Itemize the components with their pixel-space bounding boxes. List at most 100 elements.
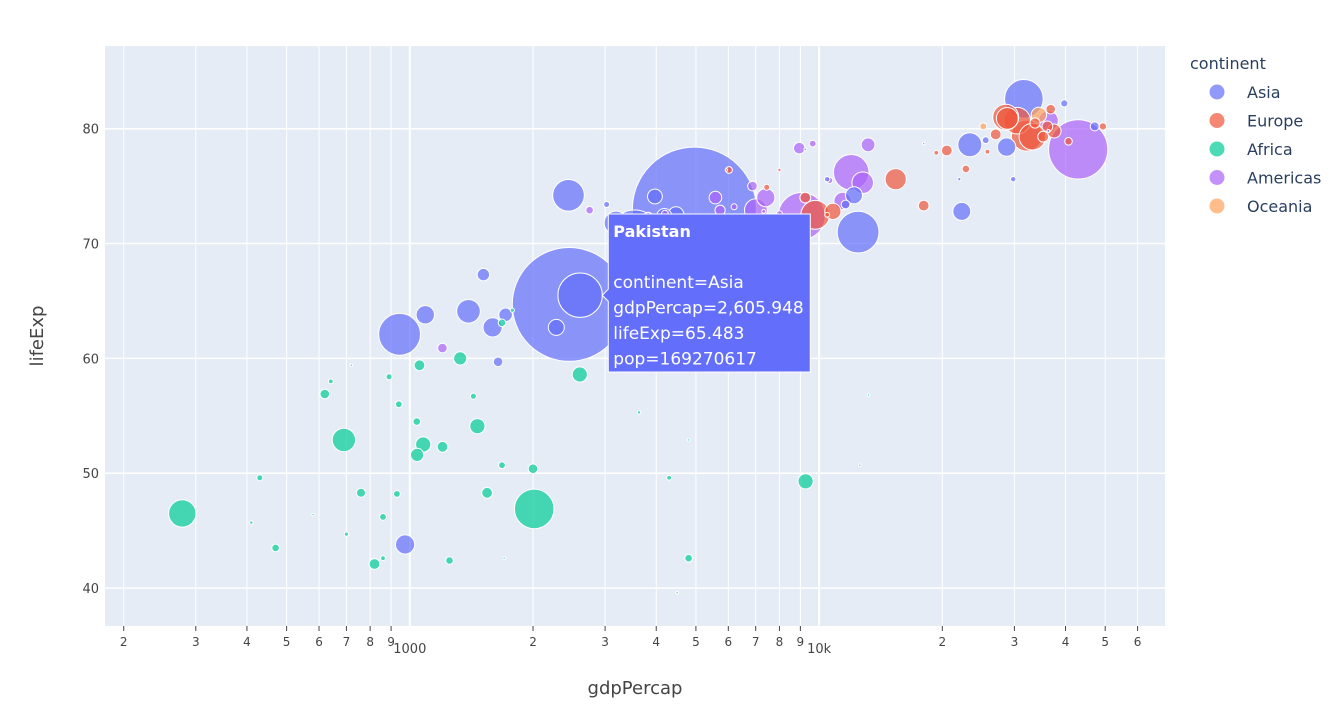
bubble-africa[interactable] (445, 556, 454, 565)
bubble-asia[interactable] (1089, 121, 1100, 132)
bubble-europe[interactable] (1098, 122, 1108, 131)
bubble-africa[interactable] (379, 513, 387, 521)
bubble-americas[interactable] (756, 188, 776, 208)
bubble-americas[interactable] (808, 139, 817, 148)
bubble-americas[interactable] (747, 180, 758, 192)
bubble-africa[interactable] (469, 418, 486, 435)
bubble-africa[interactable] (498, 461, 506, 470)
bubble-africa[interactable] (311, 512, 315, 517)
bubble-africa[interactable] (356, 487, 366, 498)
bubble-africa[interactable] (502, 556, 506, 560)
legend-item-oceania[interactable]: Oceania (1209, 197, 1313, 216)
bubble-africa[interactable] (327, 378, 334, 385)
bubble-americas[interactable] (585, 205, 594, 215)
bubble-africa[interactable] (413, 359, 426, 372)
bubble-africa[interactable] (481, 486, 494, 499)
bubble-asia[interactable] (395, 534, 416, 555)
bubble-africa[interactable] (349, 363, 354, 367)
bubble-africa[interactable] (412, 417, 422, 426)
bubble-asia[interactable] (957, 177, 962, 182)
bubble-africa[interactable] (380, 555, 386, 562)
bubble-africa[interactable] (497, 318, 507, 328)
bubble-asia[interactable] (647, 188, 663, 205)
bubble-africa[interactable] (513, 488, 555, 530)
bubble-africa[interactable] (410, 447, 425, 462)
bubble-asia[interactable] (836, 210, 880, 254)
bubble-africa[interactable] (331, 427, 357, 453)
bubble-africa[interactable] (436, 440, 449, 453)
bubble-africa[interactable] (249, 520, 254, 525)
bubble-oceania[interactable] (979, 122, 988, 131)
bubble-asia[interactable] (845, 186, 863, 205)
bubble-asia[interactable] (557, 272, 603, 318)
legend-item-africa[interactable]: Africa (1209, 140, 1293, 159)
bubble-europe[interactable] (799, 191, 812, 204)
bubble-europe[interactable] (1045, 103, 1056, 115)
bubble-americas[interactable] (437, 342, 448, 354)
bubble-asia[interactable] (1046, 129, 1051, 133)
bubble-europe[interactable] (917, 199, 930, 212)
bubble-africa[interactable] (509, 307, 515, 313)
legend-item-europe[interactable]: Europe (1209, 112, 1304, 131)
bubble-africa[interactable] (168, 499, 197, 528)
bubble-africa[interactable] (385, 373, 393, 381)
bubble-asia[interactable] (840, 199, 851, 210)
bubble-africa[interactable] (394, 400, 403, 409)
bubble-europe[interactable] (1037, 130, 1050, 143)
bubble-asia[interactable] (456, 299, 481, 324)
bubble-americas[interactable] (730, 203, 738, 211)
bubble-asia[interactable] (378, 312, 422, 356)
bubble-africa[interactable] (684, 553, 693, 563)
bubble-americas[interactable] (708, 190, 723, 205)
bubble-europe[interactable] (1029, 117, 1041, 129)
bubble-africa[interactable] (636, 410, 642, 415)
bubble-europe[interactable] (989, 128, 1002, 141)
bubble-asia[interactable] (482, 317, 503, 338)
bubble-americas[interactable] (1048, 119, 1109, 180)
bubble-europe[interactable] (933, 149, 940, 156)
bubble-asia[interactable] (552, 179, 585, 212)
bubble-africa[interactable] (343, 531, 349, 537)
bubble-asia[interactable] (952, 201, 972, 221)
bubble-asia[interactable] (957, 132, 983, 158)
bubble-asia[interactable] (803, 147, 808, 152)
bubble-africa[interactable] (571, 366, 588, 383)
bubble-europe[interactable] (763, 183, 771, 191)
bubble-europe[interactable] (940, 144, 953, 157)
bubble-africa[interactable] (858, 463, 862, 467)
bubble-europe[interactable] (724, 168, 729, 172)
legend-item-americas[interactable]: Americas (1209, 169, 1322, 188)
bubble-africa[interactable] (866, 393, 871, 397)
bubble-europe[interactable] (961, 164, 971, 174)
bubble-europe[interactable] (824, 211, 830, 218)
bubble-asia[interactable] (547, 318, 565, 336)
bubble-africa[interactable] (469, 392, 477, 400)
legend-item-asia[interactable]: Asia (1209, 83, 1281, 102)
bubble-americas[interactable] (922, 141, 926, 146)
bubble-asia[interactable] (415, 305, 435, 325)
bubble-africa[interactable] (271, 543, 280, 553)
bubble-asia[interactable] (492, 356, 504, 368)
bubble-africa[interactable] (797, 473, 814, 490)
bubble-africa[interactable] (393, 490, 401, 498)
bubble-americas[interactable] (761, 209, 767, 214)
bubble-asia[interactable] (823, 176, 831, 183)
bubble-africa[interactable] (675, 591, 679, 595)
bubble-americas[interactable] (793, 141, 806, 155)
bubble-asia[interactable] (981, 136, 990, 145)
bubble-africa[interactable] (368, 558, 381, 570)
bubble-europe[interactable] (1064, 137, 1073, 146)
bubble-europe[interactable] (884, 168, 907, 191)
bubble-asia[interactable] (603, 201, 611, 208)
bubble-africa[interactable] (686, 438, 691, 442)
bubble-africa[interactable] (666, 474, 672, 481)
bubble-europe[interactable] (995, 107, 1019, 130)
bubble-asia[interactable] (1060, 99, 1069, 108)
bubble-asia[interactable] (996, 137, 1017, 157)
bubble-americas[interactable] (860, 137, 876, 153)
bubble-africa[interactable] (453, 351, 468, 366)
bubble-europe[interactable] (984, 148, 991, 155)
bubble-asia[interactable] (476, 267, 491, 282)
bubble-africa[interactable] (256, 474, 264, 482)
bubble-africa[interactable] (319, 388, 331, 400)
